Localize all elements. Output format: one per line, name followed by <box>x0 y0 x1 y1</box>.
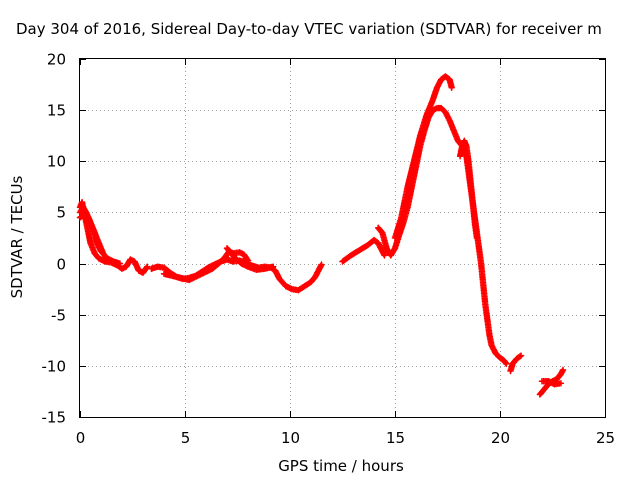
y-tick-label: -10 <box>42 358 67 376</box>
data-point <box>143 263 151 270</box>
data-point <box>503 360 510 368</box>
y-tick-label: -15 <box>42 409 67 427</box>
data-point <box>517 352 525 359</box>
x-tick-label: 10 <box>281 429 300 447</box>
y-axis-label: SDTVAR / TECUs <box>8 175 26 298</box>
x-tick-labels: 0 5 10 15 20 25 <box>76 429 615 447</box>
data-point <box>269 263 277 270</box>
y-tick-label: 10 <box>47 153 66 171</box>
y-tick-labels: -15 -10 -5 0 5 10 15 20 <box>42 51 67 427</box>
x-tick-label: 5 <box>181 429 191 447</box>
data-point <box>559 366 567 374</box>
y-tick-label: -5 <box>51 307 66 325</box>
plot-frame <box>79 58 606 418</box>
x-tick-label: 15 <box>386 429 405 447</box>
data-series <box>76 73 567 398</box>
data-point <box>318 261 325 268</box>
y-tick-label: 15 <box>47 102 66 120</box>
data-point <box>116 260 124 267</box>
data-point <box>473 234 481 242</box>
chart-title: Day 304 of 2016, Sidereal Day-to-day VTE… <box>16 20 602 38</box>
x-axis-label: GPS time / hours <box>278 457 404 475</box>
x-tick-label: 20 <box>491 429 510 447</box>
x-tick-label: 0 <box>76 429 86 447</box>
y-tick-label: 0 <box>56 256 66 274</box>
ticks <box>80 59 606 418</box>
x-tick-label: 25 <box>596 429 615 447</box>
data-point <box>557 379 565 387</box>
y-tick-label: 5 <box>56 204 66 222</box>
data-point <box>381 252 388 259</box>
data-point <box>244 257 252 264</box>
y-tick-label: 20 <box>47 51 66 69</box>
grid <box>80 59 605 417</box>
data-point <box>448 84 455 91</box>
data-point <box>99 250 107 257</box>
